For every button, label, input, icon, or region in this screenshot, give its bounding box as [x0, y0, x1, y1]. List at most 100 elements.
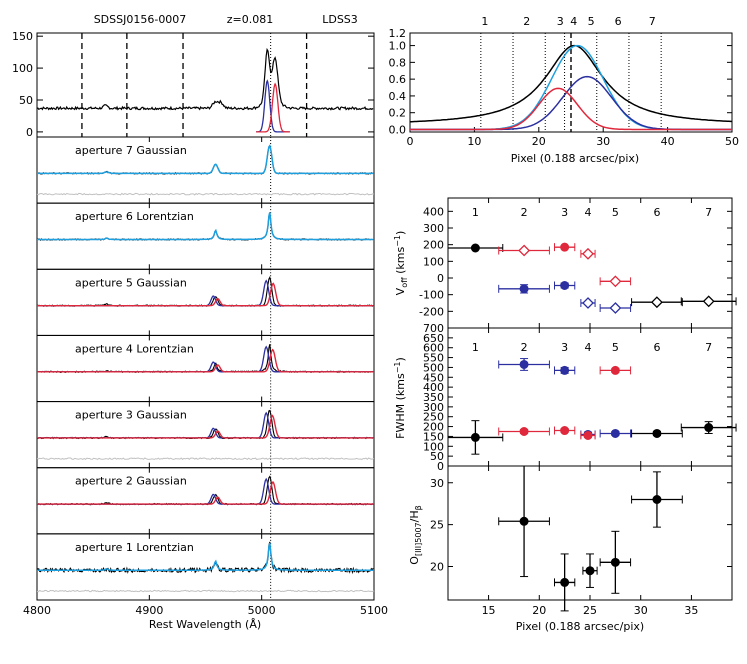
y-tick-label: 350	[423, 391, 444, 404]
y-tick-label: 300	[423, 222, 444, 235]
voff-ylabel-exponent: −1	[393, 235, 402, 247]
y-tick-label: 100	[423, 440, 444, 453]
red-component-line	[256, 82, 290, 133]
y-tick-label: 150	[12, 30, 33, 43]
y-tick-label: 25	[430, 519, 444, 532]
blue-filled-data-point	[519, 284, 529, 294]
y-tick-label: 0.6	[389, 73, 407, 86]
voff-ylabel-units: (kms	[394, 247, 407, 278]
x-tick-label: 5000	[248, 604, 276, 617]
aperture-number-label: 4	[570, 15, 577, 28]
x-tick-label: 50	[725, 135, 739, 148]
ratio-ylabel-subscript: [III]5007	[414, 522, 423, 556]
red-data-point	[519, 427, 529, 436]
black-open-data-point	[650, 296, 663, 309]
total-profile-line	[410, 44, 733, 123]
y-tick-label: 1.2	[389, 27, 407, 40]
aperture-number-label: 1	[481, 15, 488, 28]
fwhm-ylabel: FWHM (kms−1)	[393, 357, 407, 439]
aperture-number-label: 3	[561, 206, 568, 219]
y-tick-label: 50	[19, 94, 33, 107]
y-tick-label: 50	[430, 450, 444, 463]
x-tick-label: 20	[532, 604, 546, 617]
black-data-point	[519, 516, 529, 526]
residual-line	[36, 192, 375, 196]
x-tick-label: 20	[532, 135, 546, 148]
black-data-point	[610, 557, 620, 567]
red-data-point	[610, 365, 620, 375]
aperture-label: aperture 7 Gaussian	[75, 144, 187, 157]
y-tick-label: -100	[419, 289, 444, 302]
black-data-point	[470, 243, 480, 253]
aperture-label: aperture 6 Lorentzian	[75, 210, 194, 223]
aperture-number-label: 5	[588, 15, 595, 28]
y-tick-label: 150	[423, 430, 444, 443]
residual-line	[36, 457, 375, 461]
aperture-number-label: 6	[653, 341, 660, 354]
voff-ylabel-subscript: off	[400, 277, 409, 288]
y-tick-label: 0	[437, 272, 444, 285]
red-profile-line	[410, 87, 732, 131]
aperture-panel-frame	[36, 533, 375, 601]
aperture-stack-panel: aperture 7 Gaussian aperture 6 Lorentzian…	[23, 136, 388, 617]
aperture-number-label: 2	[523, 15, 530, 28]
spectrum-top-panel: 0 50 100 150	[12, 30, 375, 139]
y-tick-label: 0	[437, 460, 444, 473]
aperture-number-label: 5	[612, 206, 619, 219]
y-tick-label: 0.4	[389, 90, 407, 103]
aperture-number-label: 7	[705, 341, 712, 354]
y-tick-label: 20	[430, 561, 444, 574]
aperture-number-label: 6	[653, 206, 660, 219]
red-component-line	[37, 481, 374, 505]
red-component-line	[37, 282, 374, 307]
y-tick-label: 30	[430, 477, 444, 490]
aperture-label: aperture 1 Lorentzian	[75, 541, 194, 554]
voff-panel: -200 -100 0 100 200 300 400 1 2 3 4 5 6 7 Voff (kms−1)	[393, 197, 737, 329]
aperture-number-label: 3	[557, 15, 564, 28]
profile-xlabel: Pixel (0.188 arcsec/pix)	[511, 152, 639, 165]
aperture-label: aperture 4 Lorentzian	[75, 342, 194, 355]
y-tick-label: 400	[423, 205, 444, 218]
blue-filled-data-point	[560, 281, 570, 290]
x-tick-label: 0	[407, 135, 414, 148]
y-tick-label: 550	[423, 352, 444, 365]
x-tick-label: 4800	[23, 604, 51, 617]
plot-frame	[36, 32, 375, 138]
black-data-point	[560, 577, 570, 587]
red-filled-data-point	[560, 242, 570, 252]
y-tick-label: 400	[423, 381, 444, 394]
y-tick-label: 300	[423, 401, 444, 414]
redshift-label: z=0.081	[227, 13, 273, 26]
aperture-number-label: 1	[472, 206, 479, 219]
instrument-label: LDSS3	[322, 13, 358, 26]
y-tick-label: 0.2	[389, 107, 407, 120]
aperture-number-label: 6	[615, 15, 622, 28]
y-tick-label: 450	[423, 371, 444, 384]
y-tick-label: -200	[419, 305, 444, 318]
red-open-data-point	[518, 244, 531, 257]
aperture-number-label: 7	[649, 15, 656, 28]
aperture-number-label: 7	[705, 206, 712, 219]
y-tick-label: 0	[26, 126, 33, 139]
fwhm-panel: 0501001502002503003504004505005506006507…	[393, 322, 737, 473]
aperture-label: aperture 5 Gaussian	[75, 276, 187, 289]
aperture-label: aperture 3 Gaussian	[75, 409, 187, 422]
y-tick-label: 0.0	[389, 123, 407, 136]
y-tick-label: 700	[423, 322, 444, 335]
fit-line	[37, 542, 374, 571]
object-name: SDSSJ0156-0007	[94, 13, 187, 26]
aperture-number-label: 3	[561, 341, 568, 354]
black-data-point	[470, 432, 480, 442]
y-tick-label: 200	[423, 239, 444, 252]
fwhm-ylabel-exponent: −1	[393, 361, 402, 373]
blue-component-line	[256, 79, 290, 133]
black-data-point	[704, 423, 714, 433]
aperture-label: aperture 2 Gaussian	[75, 475, 187, 488]
aperture-number-label: 1	[472, 341, 479, 354]
black-data-point	[652, 428, 662, 438]
y-tick-label: 0.8	[389, 56, 407, 69]
ratio-xlabel: Pixel (0.188 arcsec/pix)	[516, 620, 644, 633]
x-tick-label: 35	[684, 604, 698, 617]
x-tick-label: 15	[482, 604, 496, 617]
x-tick-label: 10	[467, 135, 481, 148]
